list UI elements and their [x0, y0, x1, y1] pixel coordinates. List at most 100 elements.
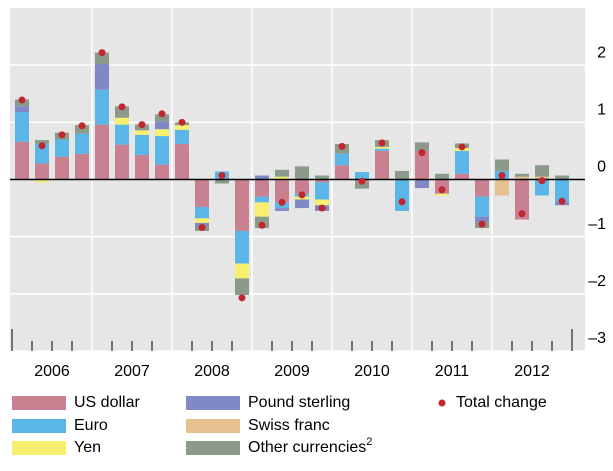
- total-dot: [78, 122, 86, 130]
- bar-segment: [275, 176, 289, 180]
- bar-segment: [95, 52, 109, 65]
- total-dot: [298, 191, 306, 199]
- total-dot: [278, 198, 286, 206]
- bar-segment: [315, 182, 329, 200]
- total-dot: [458, 143, 466, 151]
- legend-text: Swiss franc: [248, 417, 330, 434]
- bar-segment: [415, 150, 429, 180]
- legend-text: Other currencies: [248, 439, 366, 456]
- total-dot: [38, 142, 46, 150]
- bar-segment: [335, 153, 349, 166]
- bar-segment: [135, 134, 149, 155]
- bar-segment: [235, 230, 249, 264]
- bar-segment: [95, 89, 109, 125]
- bar-segment: [275, 169, 289, 177]
- bar-segment: [515, 173, 529, 177]
- bar-segment: [35, 163, 49, 180]
- legend-swatch: [186, 396, 240, 410]
- total-dot: [258, 221, 266, 229]
- legend-label: Other currencies2: [248, 436, 372, 456]
- total-dot: [58, 131, 66, 139]
- bar-segment: [475, 216, 489, 223]
- legend-label: Total change: [456, 394, 547, 411]
- bar-segment: [475, 179, 489, 197]
- total-dot: [478, 220, 486, 228]
- bar-segment: [535, 165, 549, 177]
- legend-swatch: [186, 441, 240, 455]
- bar-segment: [35, 140, 49, 144]
- bar-segment: [115, 124, 129, 145]
- bar-segment: [155, 114, 169, 122]
- bar-segment: [235, 263, 249, 279]
- total-dot: [98, 49, 106, 57]
- bar-segment: [75, 125, 89, 134]
- bar-segment: [515, 176, 529, 180]
- bar-segment: [155, 164, 169, 180]
- bar-segment: [375, 150, 389, 180]
- bar-segment: [255, 202, 269, 217]
- legend-label: Yen: [74, 439, 101, 456]
- bar-segment: [15, 112, 29, 142]
- bar-segment: [95, 64, 109, 90]
- y-tick-label: 1: [597, 102, 606, 119]
- bar-segment: [115, 144, 129, 180]
- bar-segment: [315, 199, 329, 206]
- y-tick-label: –1: [588, 216, 606, 233]
- bar-segment: [135, 154, 149, 180]
- bar-segment: [355, 181, 369, 189]
- legend-text: Euro: [74, 417, 108, 434]
- bar-segment: [95, 124, 109, 180]
- bar-segment: [475, 196, 489, 217]
- total-dot: [358, 177, 366, 185]
- bar-segment: [175, 129, 189, 145]
- bar-segment: [295, 179, 309, 194]
- legend-swatch: [12, 396, 66, 410]
- legend-footnote: 2: [366, 436, 372, 448]
- bar-segment: [135, 130, 149, 135]
- bar-segment: [255, 175, 269, 180]
- total-dot: [378, 139, 386, 147]
- bar-segment: [435, 173, 449, 180]
- total-dot: [398, 198, 406, 206]
- legend-swatch: [12, 441, 66, 455]
- bar-segment: [315, 179, 329, 183]
- bar-segment: [115, 106, 129, 118]
- bar-segment: [455, 173, 469, 180]
- bar-segment: [515, 179, 529, 220]
- y-tick-label: –2: [588, 273, 606, 290]
- x-tick-label: 2007: [114, 363, 150, 380]
- total-dot: [318, 204, 326, 212]
- x-tick-label: 2010: [354, 363, 390, 380]
- legend-label: Swiss franc: [248, 417, 330, 434]
- legend-text: US dollar: [74, 394, 140, 411]
- total-dot: [438, 186, 446, 194]
- bar-segment: [495, 179, 509, 196]
- bar-segment: [435, 193, 449, 196]
- bar-segment: [195, 218, 209, 223]
- bar-segment: [175, 125, 189, 130]
- y-tick-label: 0: [597, 159, 606, 176]
- bar-segment: [355, 172, 369, 180]
- bar-segment: [335, 165, 349, 180]
- bar-segment: [15, 141, 29, 180]
- bar-segment: [35, 143, 49, 164]
- total-dot: [498, 171, 506, 179]
- bar-segment: [255, 196, 269, 203]
- bar-segment: [155, 121, 169, 130]
- bar-segment: [75, 133, 89, 154]
- bar-segment: [295, 166, 309, 180]
- total-dot: [338, 142, 346, 150]
- legend-label: US dollar: [74, 394, 140, 411]
- bar-segment: [195, 179, 209, 207]
- x-tick-label: 2008: [194, 363, 230, 380]
- legend-dot: [438, 399, 446, 407]
- bar-segment: [235, 278, 249, 295]
- bar-segment: [495, 159, 509, 171]
- legend-swatch: [186, 419, 240, 433]
- total-dot: [178, 118, 186, 126]
- legend-label: Euro: [74, 417, 108, 434]
- bar-segment: [415, 179, 429, 189]
- total-dot: [538, 177, 546, 185]
- bar-segment: [35, 179, 49, 183]
